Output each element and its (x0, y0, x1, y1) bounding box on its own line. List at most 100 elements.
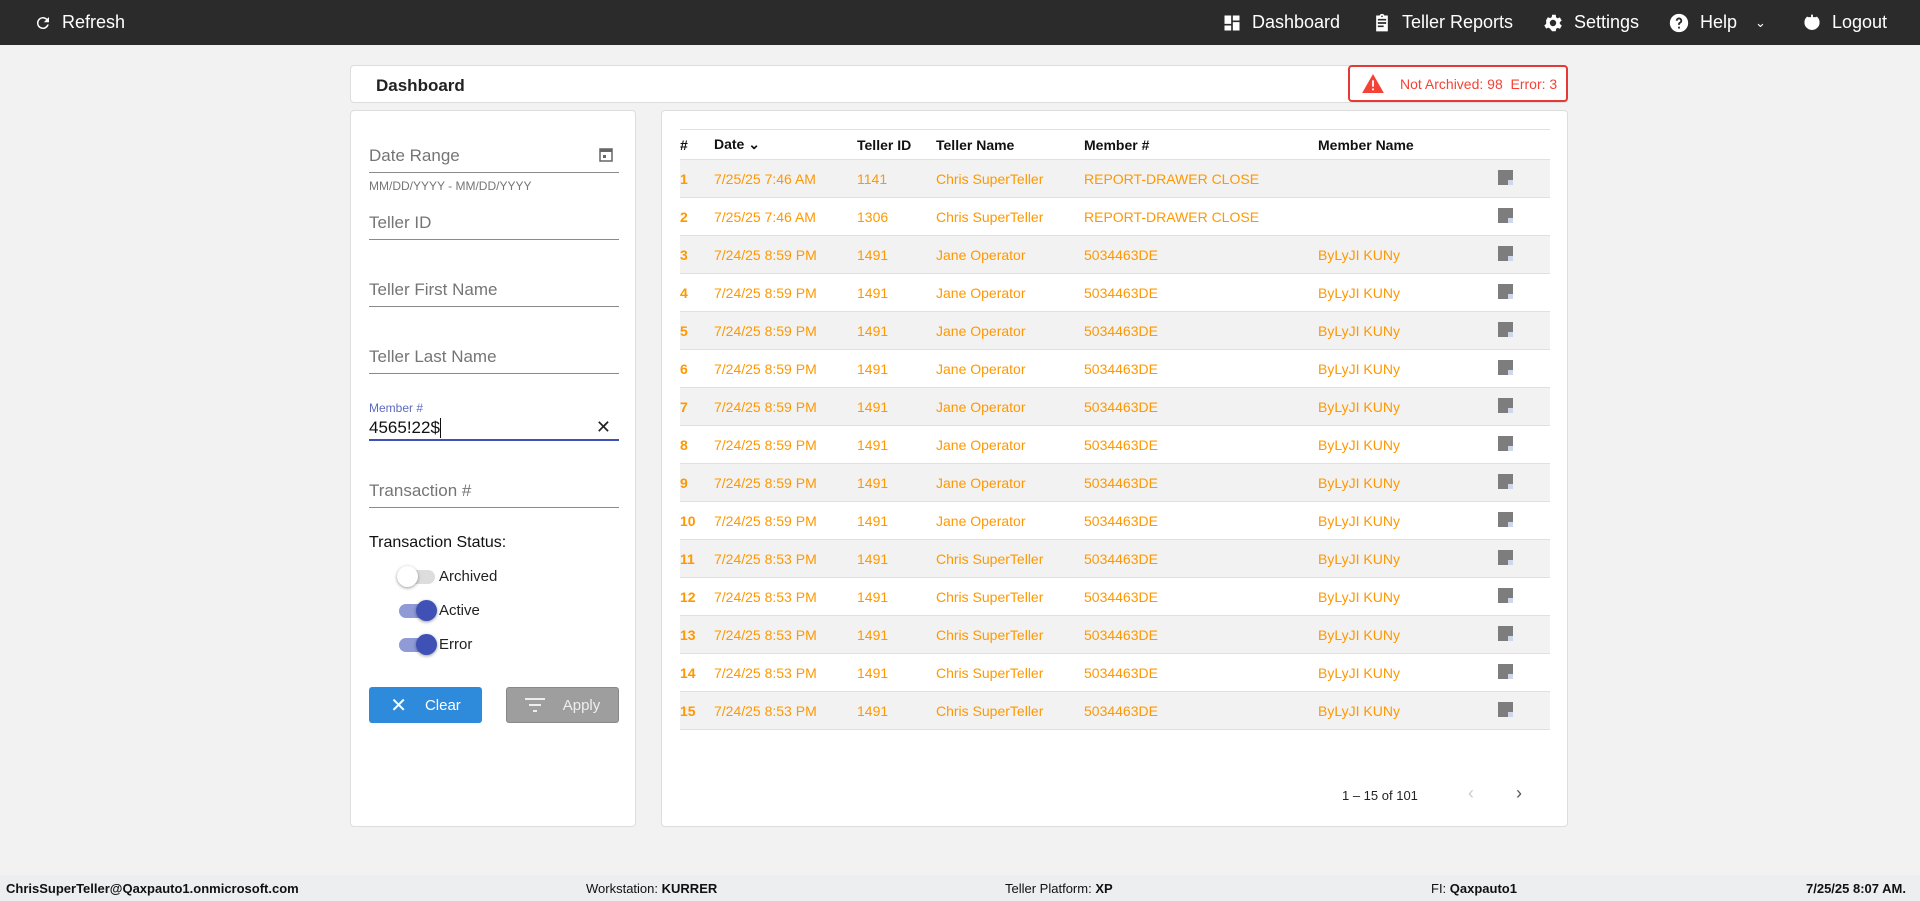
table-cell: 7/24/25 8:59 PM (714, 501, 857, 540)
calendar-icon[interactable] (599, 147, 613, 162)
nav-settings[interactable]: Settings (1542, 0, 1639, 45)
footer-platform: XP (1095, 881, 1113, 896)
table-cell (1318, 197, 1488, 236)
apply-button[interactable]: Apply (506, 687, 619, 723)
note-icon[interactable] (1498, 511, 1513, 527)
footer-fi: Qaxpauto1 (1449, 881, 1517, 896)
table-cell: 7/24/25 8:59 PM (714, 349, 857, 388)
help-icon (1669, 13, 1689, 32)
table-cell: ByLyJI KUNy (1318, 387, 1488, 426)
table-row[interactable]: 4 7/24/25 8:59 PM 1491 Jane Operator 5034463… (680, 273, 1550, 312)
note-icon[interactable] (1498, 321, 1513, 337)
status-alert[interactable]: Not Archived: 98 Error: 3 (1348, 65, 1568, 102)
note-icon[interactable] (1498, 435, 1513, 451)
table-row[interactable]: 7 7/24/25 8:59 PM 1491 Jane Operator 5034463… (680, 387, 1550, 426)
table-row[interactable]: 6 7/24/25 8:59 PM 1491 Jane Operator 5034463… (680, 349, 1550, 388)
footer-datetime: 7/25/25 8:07 AM. (1806, 881, 1906, 896)
toggle-archived-label: Archived (439, 568, 498, 585)
prev-page-button[interactable]: ‹ (1468, 783, 1474, 803)
note-icon[interactable] (1498, 663, 1513, 679)
note-icon[interactable] (1498, 169, 1513, 185)
teller-first-name-input[interactable]: Teller First Name (369, 277, 619, 307)
table-row[interactable]: 10 7/24/25 8:59 PM 1491 Jane Operator 503446… (680, 501, 1550, 540)
table-cell-action (1488, 539, 1550, 578)
toggle-error-label: Error (439, 636, 473, 653)
nav-settings-label: Settings (1574, 12, 1640, 32)
table-cell: Jane Operator (936, 273, 1084, 312)
table-row[interactable]: 14 7/24/25 8:53 PM 1491 Chris SuperTeller 50… (680, 653, 1550, 692)
note-icon[interactable] (1498, 549, 1513, 565)
table-cell: 7/24/25 8:53 PM (714, 539, 857, 578)
table-cell: 1491 (857, 501, 936, 540)
member-number-input[interactable]: Member # 4565!22$ ✕ (369, 401, 619, 441)
nav-teller-reports[interactable]: Teller Reports (1372, 0, 1513, 45)
table-cell: 5034463DE (1084, 501, 1318, 540)
table-cell: ByLyJI KUNy (1318, 691, 1488, 730)
footer-user: ChrisSuperTeller@Qaxpauto1.onmicrosoft.c… (6, 881, 299, 896)
note-icon[interactable] (1498, 359, 1513, 375)
table-row[interactable]: 5 7/24/25 8:59 PM 1491 Jane Operator 5034463… (680, 311, 1550, 350)
note-icon[interactable] (1498, 283, 1513, 299)
nav-help[interactable]: Help ⌄ (1668, 0, 1766, 45)
table-cell-action (1488, 463, 1550, 502)
table-cell: 5034463DE (1084, 387, 1318, 426)
table-cell: 5034463DE (1084, 653, 1318, 692)
teller-id-input[interactable]: Teller ID (369, 210, 619, 240)
table-cell: 1491 (857, 349, 936, 388)
note-icon[interactable] (1498, 625, 1513, 641)
next-page-button[interactable]: › (1516, 783, 1522, 803)
table-cell: Jane Operator (936, 387, 1084, 426)
clear-button[interactable]: ✕ Clear (369, 687, 482, 723)
nav-logout[interactable]: Logout (1802, 0, 1887, 45)
table-row[interactable]: 11 7/24/25 8:53 PM 1491 Chris SuperTeller 50… (680, 539, 1550, 578)
alert-text: Not Archived: 98 Error: 3 (1400, 75, 1558, 92)
refresh-label: Refresh (62, 12, 126, 32)
top-nav: Refresh Dashboard Teller Reports Setting… (0, 0, 1920, 45)
date-range-input[interactable]: Date Range (369, 143, 619, 173)
nav-dashboard[interactable]: Dashboard (1222, 0, 1340, 45)
clear-input-icon[interactable]: ✕ (595, 417, 611, 437)
transaction-number-input[interactable]: Transaction # (369, 478, 619, 508)
nav-logout-label: Logout (1832, 12, 1888, 32)
toggle-active-label: Active (439, 602, 480, 619)
table-cell: 7/24/25 8:53 PM (714, 653, 857, 692)
table-row[interactable]: 8 7/24/25 8:59 PM 1491 Jane Operator 5034463… (680, 425, 1550, 464)
pagination-range: 1 – 15 of 101 (1342, 788, 1418, 803)
close-icon: ✕ (390, 694, 407, 717)
table-cell: 1 (680, 159, 714, 198)
table-cell: 5034463DE (1084, 273, 1318, 312)
note-icon[interactable] (1498, 245, 1513, 261)
toggle-active[interactable]: Active (399, 599, 480, 621)
table-cell: 1491 (857, 311, 936, 350)
note-icon[interactable] (1498, 473, 1513, 489)
table-cell: 7 (680, 387, 714, 426)
table-row[interactable]: 13 7/24/25 8:53 PM 1491 Chris SuperTeller 50… (680, 615, 1550, 654)
table-cell: 11 (680, 539, 714, 578)
refresh-button[interactable]: Refresh (34, 0, 125, 45)
note-icon[interactable] (1498, 701, 1513, 717)
refresh-icon (36, 16, 49, 29)
teller-last-name-input[interactable]: Teller Last Name (369, 344, 619, 374)
column-header-label: Teller ID (857, 136, 912, 153)
table-cell: 1141 (857, 159, 936, 198)
table-cell: ByLyJI KUNy (1318, 577, 1488, 616)
table-row[interactable]: 15 7/24/25 8:53 PM 1491 Chris SuperTeller 50… (680, 691, 1550, 730)
table-cell: REPORT-DRAWER CLOSE (1084, 197, 1318, 236)
note-icon[interactable] (1498, 397, 1513, 413)
table-row[interactable]: 3 7/24/25 8:59 PM 1491 Jane Operator 5034463… (680, 235, 1550, 274)
table-row[interactable]: 1 7/25/25 7:46 AM 1141 Chris SuperTeller REP… (680, 159, 1550, 198)
note-icon[interactable] (1498, 207, 1513, 223)
table-row[interactable]: 12 7/24/25 8:53 PM 1491 Chris SuperTeller 50… (680, 577, 1550, 616)
table-cell: Jane Operator (936, 311, 1084, 350)
note-icon[interactable] (1498, 587, 1513, 603)
table-row[interactable]: 2 7/25/25 7:46 AM 1306 Chris SuperTeller REP… (680, 197, 1550, 236)
table-cell: 1491 (857, 273, 936, 312)
power-icon (1804, 14, 1820, 30)
table-cell-action (1488, 273, 1550, 312)
column-header[interactable]: Date ⌄ (714, 129, 857, 160)
table-row[interactable]: 9 7/24/25 8:59 PM 1491 Jane Operator 5034463… (680, 463, 1550, 502)
nav-teller-reports-label: Teller Reports (1402, 12, 1514, 32)
toggle-error[interactable]: Error (399, 633, 473, 655)
toggle-archived[interactable]: Archived (397, 565, 498, 587)
footer-workstation: KURRER (661, 881, 718, 896)
